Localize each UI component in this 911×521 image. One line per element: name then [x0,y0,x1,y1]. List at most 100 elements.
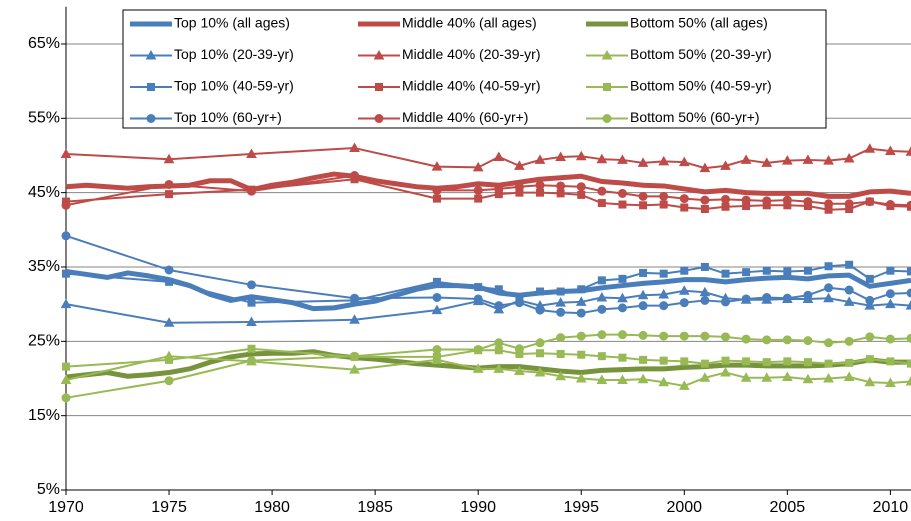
marker [699,162,711,173]
marker [164,265,174,275]
marker [577,285,586,294]
marker [432,277,441,286]
legend-label: Bottom 50% (all ages) [630,15,768,31]
marker [146,114,156,123]
legend-label: Middle 40% (40-59-yr) [402,78,541,94]
marker [721,202,730,211]
marker [843,371,855,382]
marker [803,266,812,275]
marker [62,362,70,371]
marker [823,372,834,383]
marker [350,351,360,361]
marker [61,200,71,210]
marker [474,283,483,292]
marker [700,262,709,271]
marker [473,294,483,304]
x-tick-label: 1970 [48,499,84,516]
marker [617,188,627,198]
marker [680,203,689,212]
marker [556,181,566,191]
marker [803,336,813,346]
marker [617,374,628,384]
marker [577,190,586,199]
y-tick-label: 45% [28,184,60,201]
marker [761,372,773,382]
marker [659,301,669,311]
marker [762,266,771,275]
marker [637,289,649,300]
marker [472,161,484,172]
marker [885,145,896,156]
marker [680,357,689,366]
marker [824,199,834,209]
marker [246,148,257,158]
marker [597,186,607,196]
marker [597,304,607,314]
marker [575,372,587,383]
marker [762,335,772,345]
marker [375,83,383,91]
marker [638,301,648,311]
marker [885,200,895,210]
legend-label: Top 10% (20-39-yr) [174,46,294,62]
marker [678,285,690,295]
marker [61,393,71,403]
marker [781,155,793,165]
marker [679,298,689,308]
marker [163,153,175,164]
marker [493,363,505,373]
marker [823,155,834,165]
marker [721,194,731,204]
marker [824,338,834,348]
x-tick-label: 2010 [873,499,909,516]
marker [555,297,566,307]
legend-label: Middle 40% (60-yr+) [402,109,528,125]
y-tick-label: 15% [28,407,60,424]
marker [720,367,731,377]
marker [721,297,731,307]
marker [782,195,792,205]
marker [431,161,443,171]
marker [535,305,545,315]
marker [246,186,256,196]
marker [658,155,670,166]
marker [762,292,772,302]
marker [514,298,524,308]
marker [618,353,627,362]
marker [597,276,606,285]
marker [864,300,876,310]
marker [844,285,854,295]
marker [803,358,812,367]
marker [885,289,895,299]
marker [700,195,710,205]
marker [783,267,792,276]
marker [163,317,175,327]
legend-label: Middle 40% (20-39-yr) [402,46,541,62]
marker [350,171,360,181]
marker [432,194,441,203]
legend-label: Top 10% (all ages) [174,15,290,31]
marker [617,154,628,164]
marker [494,285,503,294]
marker [802,373,814,384]
marker [535,180,545,190]
marker [905,300,911,310]
marker [678,156,690,167]
marker [534,367,546,377]
marker [472,363,484,373]
marker [886,266,895,275]
marker [514,160,525,170]
marker [534,154,546,164]
marker [555,151,566,161]
marker [617,330,627,340]
marker [597,199,606,208]
legend-label: Top 10% (60-yr+) [174,109,282,125]
marker [844,336,854,346]
marker [576,331,586,341]
marker [741,195,751,205]
marker [680,266,689,275]
marker [576,308,586,318]
marker [700,359,709,368]
marker [824,359,833,368]
marker [60,374,72,384]
